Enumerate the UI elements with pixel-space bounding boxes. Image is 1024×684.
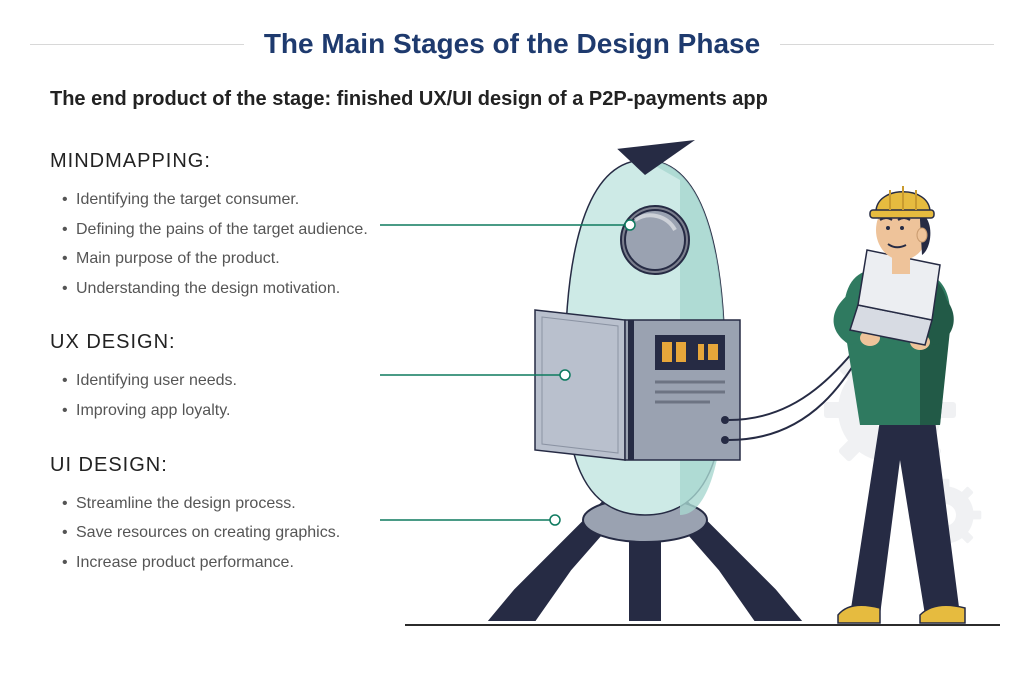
title-rule-left xyxy=(30,44,244,45)
rocket-legs xyxy=(490,498,800,620)
control-panel xyxy=(625,320,740,460)
page-title: The Main Stages of the Design Phase xyxy=(264,28,760,60)
subtitle: The end product of the stage: finished U… xyxy=(0,60,1024,121)
illustration xyxy=(380,120,1020,660)
panel-door xyxy=(535,310,625,460)
title-rule-right xyxy=(780,44,994,45)
title-row: The Main Stages of the Design Phase xyxy=(0,0,1024,60)
porthole-icon xyxy=(623,208,687,272)
